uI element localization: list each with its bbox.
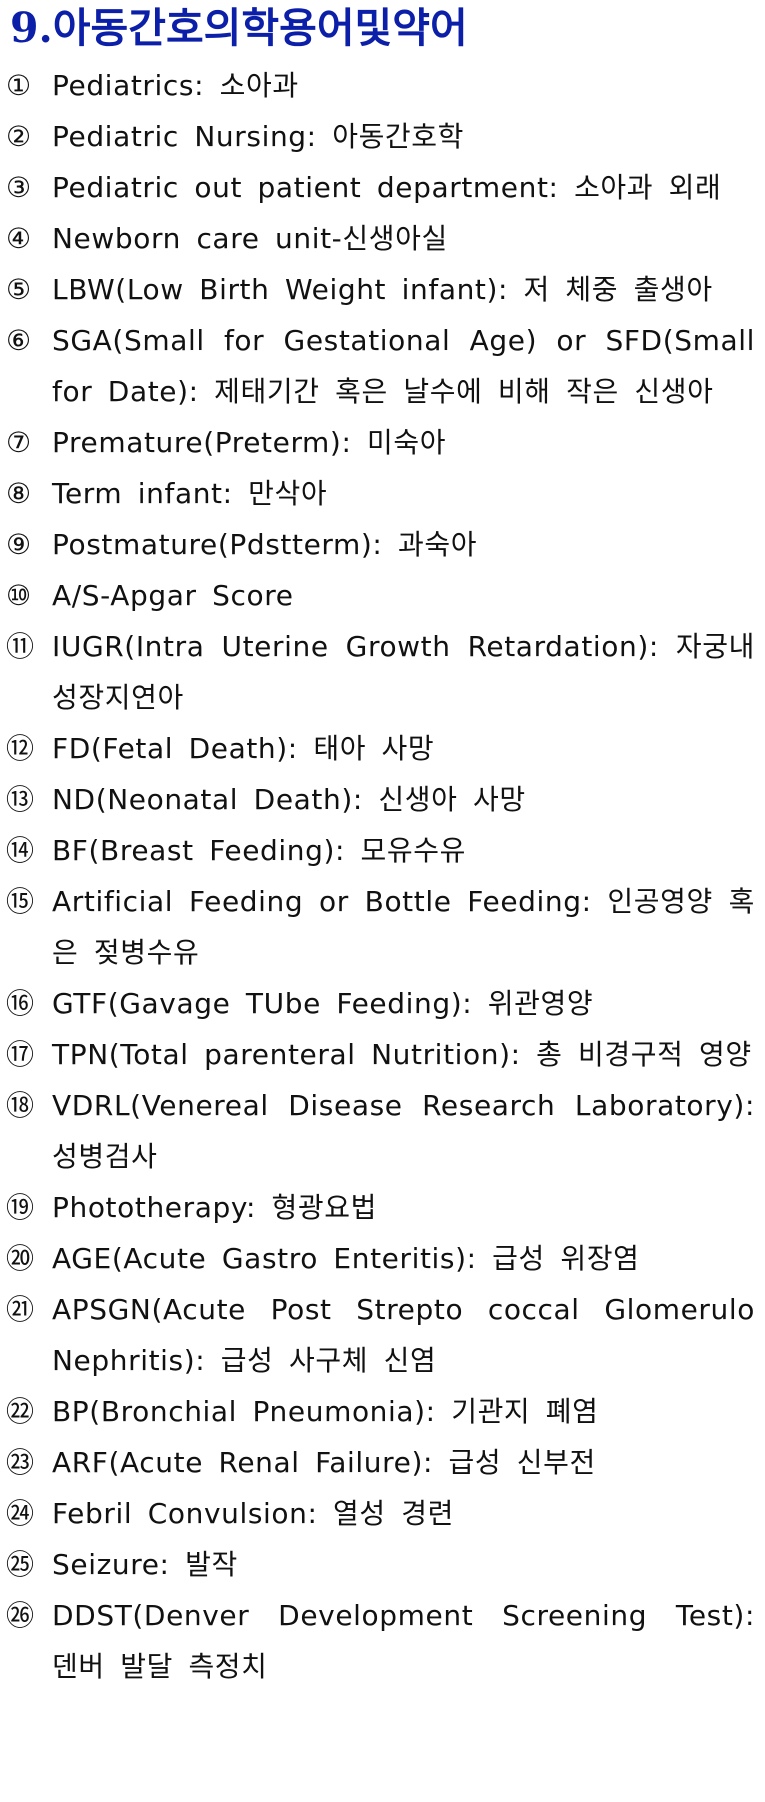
item-text: AGE(Acute Gastro Enteritis): 급성 위장염: [52, 1242, 640, 1275]
list-item: ㉑ APSGN(Acute Post Strepto coccal Glomer…: [6, 1284, 759, 1386]
list-item: ⑭ BF(Breast Feeding): 모유수유: [6, 825, 759, 876]
item-number: ④: [6, 222, 32, 255]
list-item: ㉓ ARF(Acute Renal Failure): 급성 신부전: [6, 1437, 759, 1488]
item-text: Term infant: 만삭아: [52, 477, 328, 510]
item-number: ⑳: [6, 1242, 35, 1275]
item-text: Pediatric Nursing: 아동간호학: [52, 120, 465, 153]
list-item: ④ Newborn care unit-신생아실: [6, 213, 759, 264]
item-number: ③: [6, 171, 32, 204]
item-text: BF(Breast Feeding): 모유수유: [52, 834, 466, 867]
item-text: Seizure: 발작: [52, 1548, 238, 1581]
list-item: ⑱ VDRL(Venereal Disease Research Laborat…: [6, 1080, 759, 1182]
item-text: VDRL(Venereal Disease Research Laborator…: [52, 1089, 755, 1173]
term-list: ① Pediatrics: 소아과 ② Pediatric Nursing: 아…: [6, 60, 759, 1692]
item-text: ND(Neonatal Death): 신생아 사망: [52, 783, 526, 816]
item-text: SGA(Small for Gestational Age) or SFD(Sm…: [52, 324, 755, 408]
page-title: 9.아동간호의학용어및약어: [10, 4, 468, 52]
list-item: ⑰ TPN(Total parenteral Nutrition): 총 비경구…: [6, 1029, 759, 1080]
item-number: ⑨: [6, 528, 32, 561]
item-text: APSGN(Acute Post Strepto coccal Glomerul…: [52, 1293, 755, 1377]
item-number: ㉓: [6, 1446, 35, 1479]
item-text: Febril Convulsion: 열성 경련: [52, 1497, 454, 1530]
item-number: ⑩: [6, 579, 32, 612]
item-text: LBW(Low Birth Weight infant): 저 체중 출생아: [52, 273, 713, 306]
list-item: ① Pediatrics: 소아과: [6, 60, 759, 111]
item-text: Premature(Preterm): 미숙아: [52, 426, 447, 459]
list-item: ㉕ Seizure: 발작: [6, 1539, 759, 1590]
item-number: ⑧: [6, 477, 32, 510]
item-number: ⑯: [6, 987, 35, 1020]
list-item: ⑦ Premature(Preterm): 미숙아: [6, 417, 759, 468]
item-number: ⑱: [6, 1089, 35, 1122]
list-item: ⑯ GTF(Gavage TUbe Feeding): 위관영양: [6, 978, 759, 1029]
list-item: ㉖ DDST(Denver Development Screening Test…: [6, 1590, 759, 1692]
list-item: ⑳ AGE(Acute Gastro Enteritis): 급성 위장염: [6, 1233, 759, 1284]
item-text: GTF(Gavage TUbe Feeding): 위관영양: [52, 987, 594, 1020]
item-number: ⑲: [6, 1191, 35, 1224]
item-text: Pediatrics: 소아과: [52, 69, 299, 102]
item-text: Pediatric out patient department: 소아과 외래: [52, 171, 722, 204]
item-number: ㉕: [6, 1548, 35, 1581]
item-text: IUGR(Intra Uterine Growth Retardation): …: [52, 630, 755, 714]
item-text: FD(Fetal Death): 태아 사망: [52, 732, 435, 765]
item-number: ㉖: [6, 1599, 35, 1632]
list-item: ⑩ A/S-Apgar Score: [6, 570, 759, 621]
item-number: ①: [6, 69, 32, 102]
item-text: BP(Bronchial Pneumonia): 기관지 폐염: [52, 1395, 599, 1428]
list-item: ⑬ ND(Neonatal Death): 신생아 사망: [6, 774, 759, 825]
list-item: ⑧ Term infant: 만삭아: [6, 468, 759, 519]
item-text: TPN(Total parenteral Nutrition): 총 비경구적 …: [52, 1038, 752, 1071]
item-number: ⑥: [6, 324, 32, 357]
item-text: DDST(Denver Development Screening Test):…: [52, 1599, 755, 1683]
item-number: ⑦: [6, 426, 32, 459]
item-number: ⑭: [6, 834, 35, 867]
list-item: ⑲ Phototherapy: 형광요법: [6, 1182, 759, 1233]
item-text: A/S-Apgar Score: [52, 579, 294, 612]
item-number: ⑬: [6, 783, 35, 816]
list-item: ⑨ Postmature(Pdstterm): 과숙아: [6, 519, 759, 570]
item-number: ⑫: [6, 732, 35, 765]
item-number: ㉑: [6, 1293, 35, 1326]
item-text: Postmature(Pdstterm): 과숙아: [52, 528, 478, 561]
item-number: ㉔: [6, 1497, 35, 1530]
list-item: ⑤ LBW(Low Birth Weight infant): 저 체중 출생아: [6, 264, 759, 315]
list-item: ㉒ BP(Bronchial Pneumonia): 기관지 폐염: [6, 1386, 759, 1437]
item-number: ②: [6, 120, 32, 153]
item-text: Artificial Feeding or Bottle Feeding: 인공…: [52, 885, 755, 969]
list-item: ⑥ SGA(Small for Gestational Age) or SFD(…: [6, 315, 759, 417]
list-item: ⑫ FD(Fetal Death): 태아 사망: [6, 723, 759, 774]
item-number: ⑰: [6, 1038, 35, 1071]
item-number: ⑮: [6, 885, 35, 918]
item-number: ⑪: [6, 630, 35, 663]
item-number: ⑤: [6, 273, 32, 306]
list-item: ㉔ Febril Convulsion: 열성 경련: [6, 1488, 759, 1539]
list-item: ⑪ IUGR(Intra Uterine Growth Retardation)…: [6, 621, 759, 723]
list-item: ⑮ Artificial Feeding or Bottle Feeding: …: [6, 876, 759, 978]
item-text: ARF(Acute Renal Failure): 급성 신부전: [52, 1446, 596, 1479]
item-text: Newborn care unit-신생아실: [52, 222, 448, 255]
list-item: ② Pediatric Nursing: 아동간호학: [6, 111, 759, 162]
list-item: ③ Pediatric out patient department: 소아과 …: [6, 162, 759, 213]
item-text: Phototherapy: 형광요법: [52, 1191, 377, 1224]
item-number: ㉒: [6, 1395, 35, 1428]
